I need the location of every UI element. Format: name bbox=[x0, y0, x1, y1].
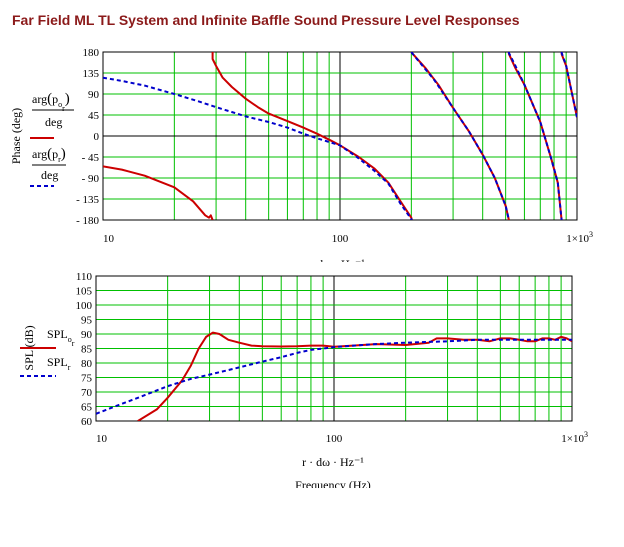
chart-title: Far Field ML TL System and Infinite Baff… bbox=[12, 12, 520, 28]
y-tick-label: 75 bbox=[81, 373, 93, 385]
y-tick-label: - 135 bbox=[76, 194, 99, 206]
phase-legend-1-den: deg bbox=[45, 115, 62, 129]
phase-legend-entry-1: arg(por) deg bbox=[30, 91, 74, 139]
y-tick-label: 135 bbox=[83, 68, 100, 80]
y-tick-label: 70 bbox=[81, 387, 93, 399]
y-tick-label: - 45 bbox=[82, 152, 100, 164]
phase-plot-x-label-clip: r · dω · Hz⁻¹ bbox=[303, 257, 365, 271]
phase-plot-x-ticks: 10 100 1×103 bbox=[103, 230, 593, 245]
spl-legend-1-expr: SPLor bbox=[47, 327, 75, 348]
y-tick-label: 105 bbox=[76, 286, 93, 298]
spl-legend-2-expr: SPLr bbox=[47, 355, 71, 372]
phase-plot-grid bbox=[102, 51, 578, 221]
series-solid-red bbox=[137, 331, 572, 421]
series-dashed-blue bbox=[96, 338, 572, 415]
phase-legend-2-expr: arg(pr) bbox=[32, 146, 66, 164]
y-tick-label: 95 bbox=[81, 315, 93, 327]
y-tick-label: 110 bbox=[76, 271, 93, 283]
y-tick-label: 180 bbox=[83, 47, 100, 59]
x-tick-label: 100 bbox=[332, 233, 349, 245]
y-tick-label: 60 bbox=[81, 416, 93, 428]
y-tick-label: 85 bbox=[81, 344, 93, 356]
series-dashed-blue bbox=[103, 52, 577, 220]
series-solid-red bbox=[103, 52, 577, 220]
y-tick-label: - 90 bbox=[82, 173, 100, 185]
x-tick-label: 10 bbox=[103, 233, 115, 245]
x-tick-label: 1×103 bbox=[561, 430, 588, 445]
phase-plot-y-label: Phase (deg) bbox=[9, 108, 23, 164]
y-tick-label: 100 bbox=[76, 300, 93, 312]
y-tick-label: - 180 bbox=[76, 215, 99, 227]
spl-plot-x-label2: Frequency (Hz) bbox=[295, 478, 371, 492]
phase-plot-x-label: r · dω · Hz⁻¹ bbox=[303, 257, 365, 271]
y-tick-label: 45 bbox=[88, 110, 100, 122]
spl-plot-x-label2-clip: Frequency (Hz) bbox=[295, 478, 371, 492]
phase-legend-entry-2: arg(pr) deg bbox=[30, 146, 66, 187]
phase-plot-frame bbox=[102, 51, 578, 221]
y-tick-label: 65 bbox=[81, 402, 93, 414]
y-tick-label: 0 bbox=[94, 131, 100, 143]
x-tick-label: 1×103 bbox=[566, 230, 593, 245]
y-tick-label: 90 bbox=[88, 89, 100, 101]
phase-plot-y-ticks: 180 135 90 45 0 - 45 - 90 - 135 - 180 bbox=[76, 47, 99, 227]
y-tick-label: 80 bbox=[81, 358, 93, 370]
phase-legend-2-den: deg bbox=[41, 168, 58, 182]
spl-legend-entry-2: SPLr bbox=[20, 355, 71, 377]
spl-plot-x-ticks: 10 100 1×103 bbox=[96, 430, 588, 445]
x-tick-label: 10 bbox=[96, 433, 108, 445]
spl-plot-series bbox=[96, 331, 572, 421]
spl-plot-frame bbox=[95, 275, 573, 422]
spl-plot-y-ticks: 110 105 100 95 90 85 80 75 70 65 60 bbox=[76, 271, 93, 428]
x-tick-label: 100 bbox=[326, 433, 343, 445]
phase-plot-series bbox=[103, 52, 577, 220]
y-tick-label: 90 bbox=[81, 329, 93, 341]
spl-plot-x-label: r · dω · Hz⁻¹ bbox=[302, 455, 364, 469]
